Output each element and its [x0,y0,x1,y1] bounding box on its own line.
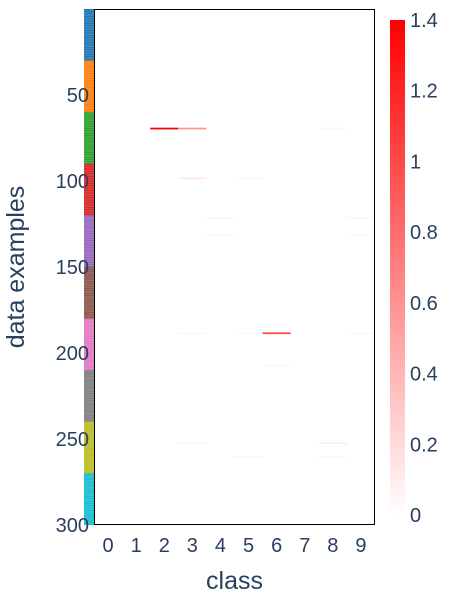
heatmap-cell [178,332,207,335]
colorbar [390,20,405,515]
heatmap-cell [262,332,291,335]
class-color-strip [84,9,94,525]
y-axis-title: data examples [2,186,30,349]
heatmap-cell [318,442,347,445]
class-strip-segment [84,421,94,474]
heatmap-cell [234,332,263,335]
x-tick-label: 9 [355,535,366,557]
class-strip-segment [84,163,94,216]
heatmap-cell [346,217,375,219]
heatmap-cell [318,127,347,130]
y-tick-label: 300 [56,515,89,537]
heatmap-cell [346,332,375,335]
heatmap-cell [346,234,375,237]
colorbar-tick-label: 1 [410,151,421,173]
plot-frame [94,9,375,525]
x-tick-label: 5 [243,535,254,557]
colorbar-ticks: 0 0.2 0.4 0.6 0.8 1 1.2 1.4 [410,10,438,527]
y-tick-label: 50 [67,85,89,107]
y-axis-ticks: 50 100 150 200 250 300 [56,85,89,537]
colorbar-tick-label: 1.2 [410,81,438,103]
x-tick-label: 3 [187,535,198,557]
heatmap-cell [234,456,263,458]
x-tick-label: 2 [159,535,170,557]
heatmap-cells [150,127,375,458]
y-tick-label: 150 [56,257,89,279]
x-tick-label: 8 [327,535,338,557]
colorbar-tick-label: 0.2 [410,434,438,456]
class-strip-segment [84,370,94,422]
heatmap-cell [150,127,179,130]
class-strip-segment [84,60,94,113]
y-tick-label: 250 [56,429,89,451]
x-tick-label: 7 [299,535,310,557]
heatmap-cell [318,456,347,458]
class-strip-segment [84,9,94,61]
class-strip-segment [84,215,94,267]
x-tick-label: 0 [102,535,113,557]
heatmap-cell [178,177,207,180]
colorbar-tick-label: 0 [410,505,421,527]
x-axis-title: class [206,567,263,595]
heatmap-cell [178,127,207,130]
heatmap-cell [178,442,207,445]
x-tick-label: 4 [215,535,226,557]
heatmap-cell [206,234,235,237]
y-tick-label: 100 [56,171,89,193]
plot-area [94,9,375,525]
x-tick-label: 1 [131,535,142,557]
heatmap-cell [234,177,263,180]
colorbar-tick-label: 0.4 [410,364,438,386]
class-strip-segment [84,112,94,164]
x-tick-label: 6 [271,535,282,557]
class-strip-segment [84,267,94,319]
class-strip-segment [84,318,94,371]
y-tick-label: 200 [56,343,89,365]
heatmap-cell [206,217,235,219]
colorbar-tick-label: 1.4 [410,10,438,32]
class-strip-segment [84,473,94,525]
colorbar-tick-label: 0.8 [410,222,438,244]
colorbar-tick-label: 0.6 [410,293,438,315]
heatmap-cell [262,365,291,367]
